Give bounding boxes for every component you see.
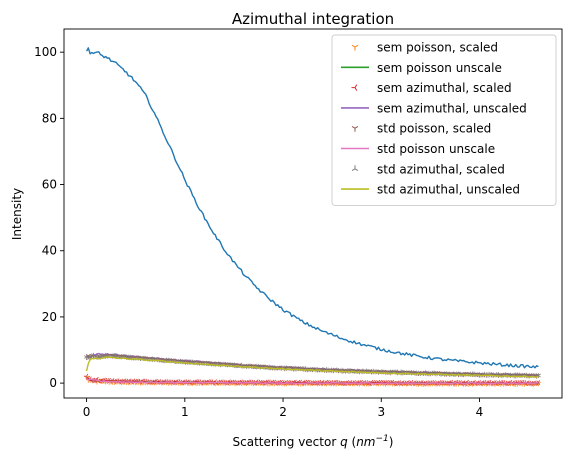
legend-swatch [351, 44, 359, 51]
legend-label: std azimuthal, unscaled [377, 183, 520, 197]
x-axis: 0 1 2 3 4 [83, 398, 484, 419]
series-markers-std-azimuthal-scaled [84, 352, 541, 378]
legend-item: std poisson unscale [341, 142, 495, 156]
legend-item: sem azimuthal, unscaled [341, 101, 527, 115]
plot-area [84, 47, 541, 387]
series-line-intensity [85, 47, 539, 369]
legend-item: std poisson, scaled [351, 122, 491, 136]
y-tick-label: 20 [42, 310, 57, 324]
legend-label: sem poisson unscale [377, 61, 502, 75]
y-tick-label: 60 [42, 178, 57, 192]
x-tick-label: 0 [83, 405, 91, 419]
legend-swatch [351, 84, 358, 91]
legend-label: sem azimuthal, unscaled [377, 101, 527, 115]
legend-label: std poisson unscale [377, 142, 495, 156]
x-tick-label: 1 [181, 405, 189, 419]
y-tick-label: 100 [34, 45, 57, 59]
legend: sem poisson, scaled sem poisson unscale se… [331, 34, 557, 206]
y-axis: 0 20 40 60 80 100 [34, 45, 64, 390]
plot-frame [63, 28, 563, 399]
y-tick-label: 0 [49, 376, 57, 390]
legend-label: sem poisson, scaled [377, 41, 498, 55]
x-tick-label: 2 [279, 405, 287, 419]
legend-item: sem azimuthal, scaled [351, 81, 512, 95]
y-axis-title: Intensity [10, 188, 24, 240]
legend-label: sem azimuthal, scaled [377, 81, 512, 95]
legend-label: std azimuthal, scaled [377, 162, 505, 176]
legend-swatch [351, 165, 359, 172]
legend-label: std poisson, scaled [377, 122, 491, 136]
legend-item: std azimuthal, scaled [351, 162, 505, 176]
legend-item: std azimuthal, unscaled [341, 183, 520, 197]
x-tick-label: 4 [476, 405, 484, 419]
legend-item: sem poisson unscale [341, 61, 502, 75]
y-tick-label: 80 [42, 111, 57, 125]
data-point [84, 373, 89, 379]
chart-title: Azimuthal integration [232, 10, 394, 28]
x-tick-label: 3 [377, 405, 385, 419]
x-axis-title: Scattering vector q (nm−1) [233, 434, 394, 449]
series-line-std-poisson-unscale [86, 377, 539, 385]
series-line-std-azimuthal-unscaled [85, 356, 539, 378]
legend-swatch [351, 125, 359, 132]
legend-box [331, 34, 557, 206]
legend-item: sem poisson, scaled [351, 41, 498, 55]
y-tick-label: 40 [42, 244, 57, 258]
